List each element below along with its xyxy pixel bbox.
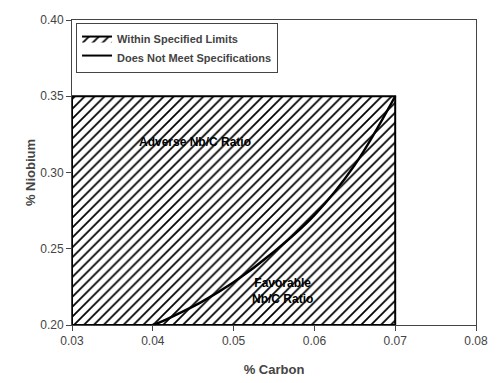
svg-text:Does Not Meet Specifications: Does Not Meet Specifications [117, 52, 271, 64]
svg-text:0.40: 0.40 [40, 13, 64, 27]
svg-text:0.30: 0.30 [40, 166, 64, 180]
svg-text:0.35: 0.35 [40, 89, 64, 103]
svg-text:0.08: 0.08 [464, 334, 488, 348]
svg-text:0.20: 0.20 [40, 318, 64, 332]
svg-text:0.07: 0.07 [384, 334, 408, 348]
svg-text:0.05: 0.05 [222, 334, 246, 348]
svg-text:0.06: 0.06 [303, 334, 327, 348]
svg-text:0.04: 0.04 [141, 334, 165, 348]
svg-text:Within Specified Limits: Within Specified Limits [117, 33, 238, 45]
svg-text:FavorableNb/C Ratio: FavorableNb/C Ratio [252, 276, 313, 306]
svg-text:0.25: 0.25 [40, 242, 64, 256]
svg-text:0.03: 0.03 [60, 334, 84, 348]
svg-text:% Niobium: % Niobium [23, 139, 38, 206]
svg-text:% Carbon: % Carbon [244, 362, 305, 377]
svg-text:Adverse Nb/C Ratio: Adverse Nb/C Ratio [139, 135, 251, 149]
